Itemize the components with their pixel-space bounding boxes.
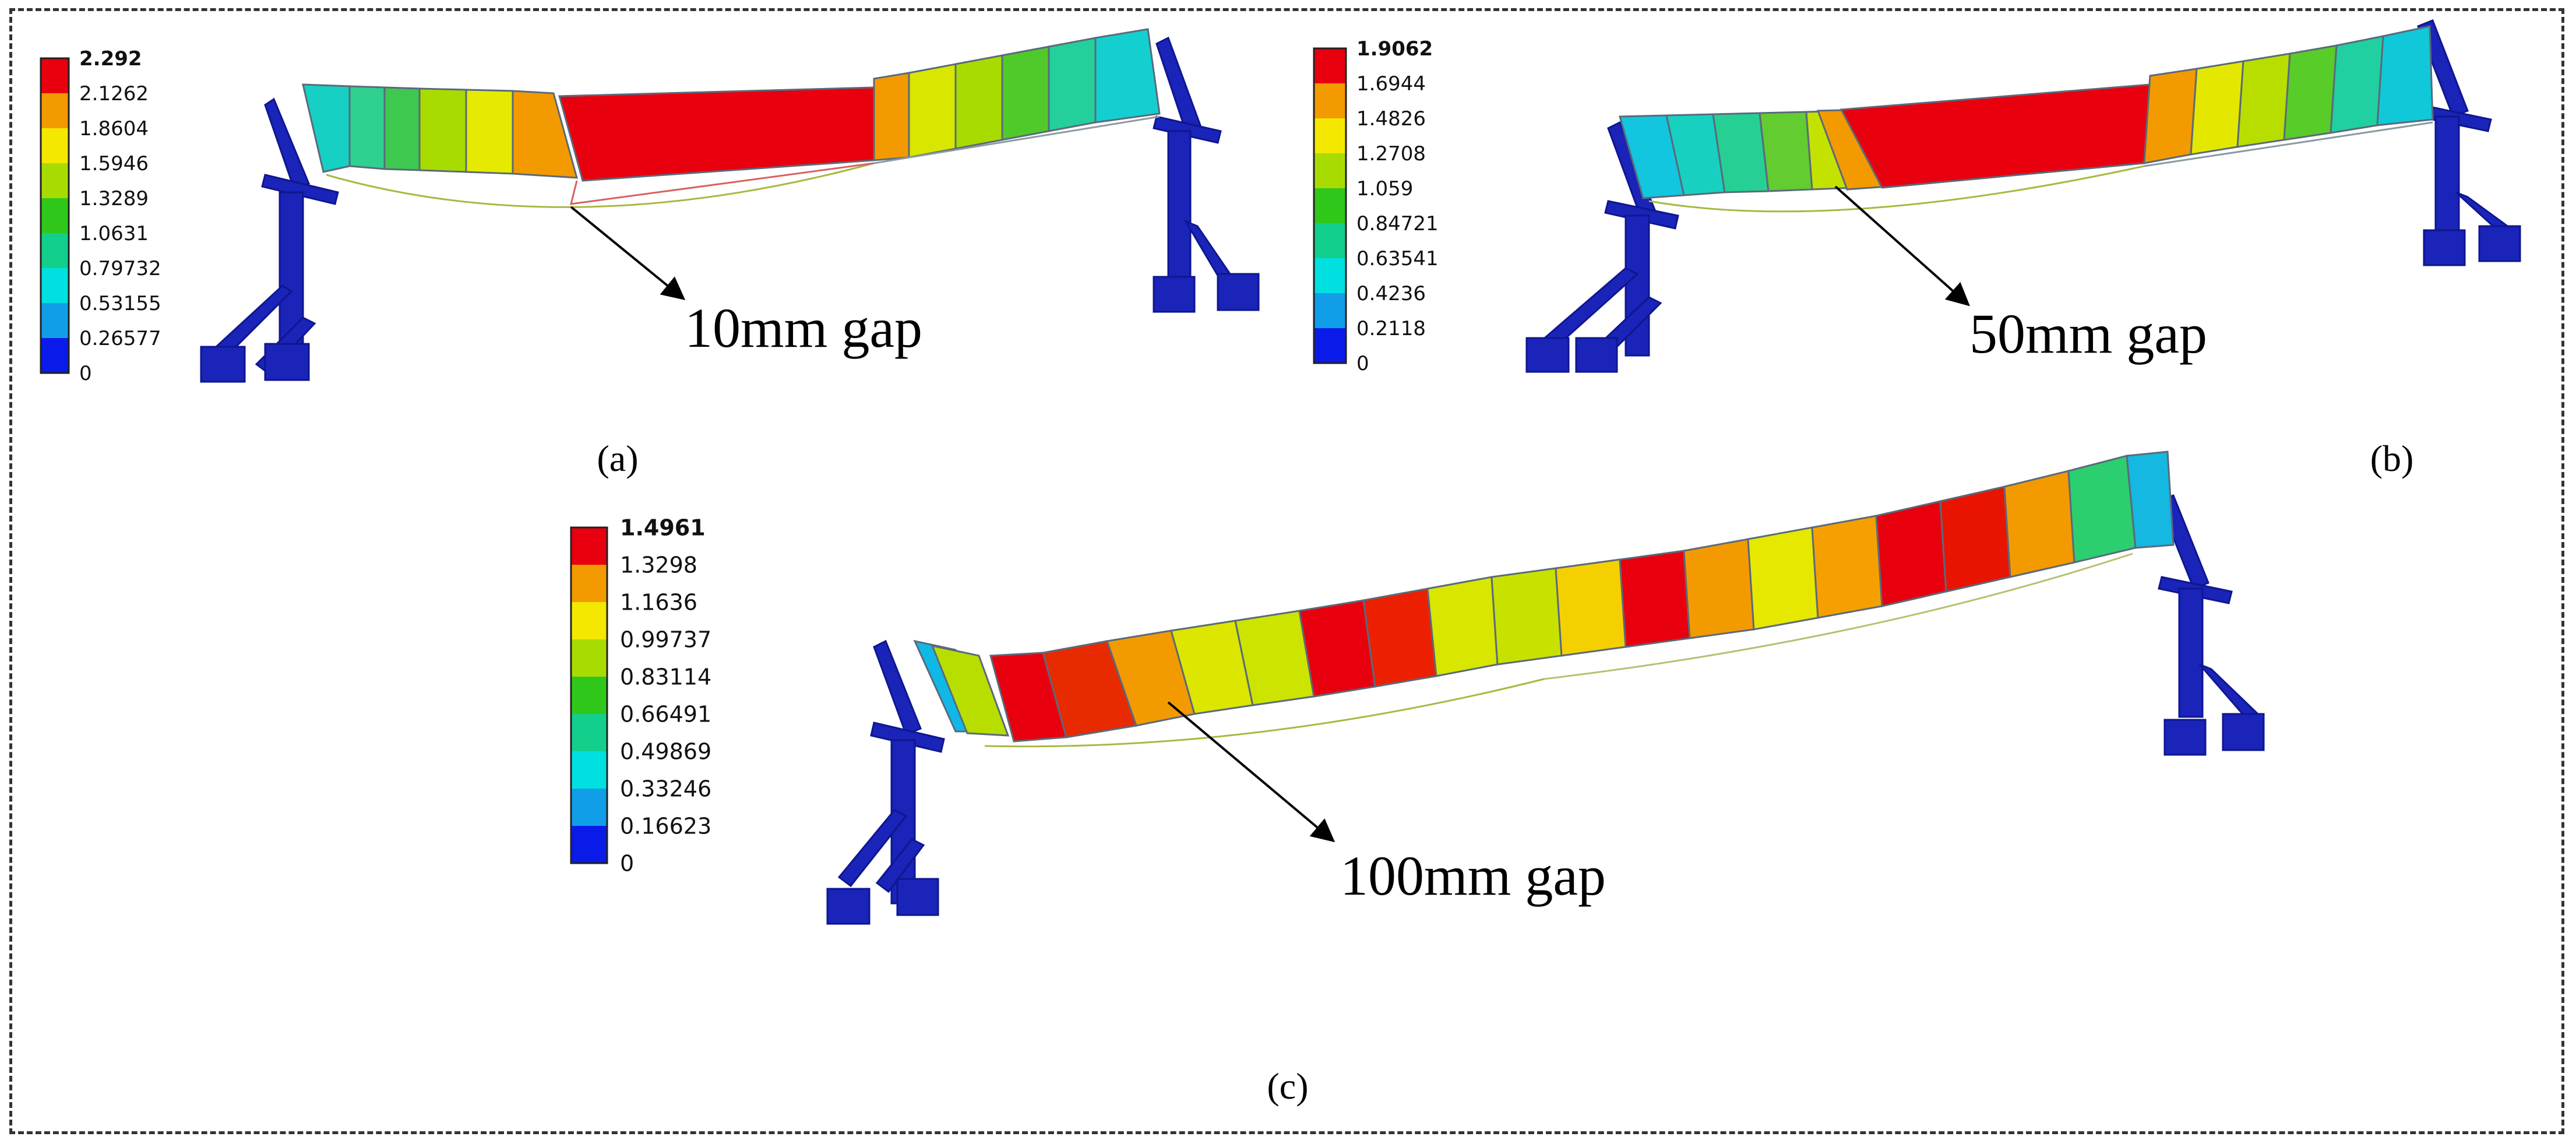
legend-value: 0 <box>620 850 634 876</box>
legend-swatch <box>41 128 69 163</box>
panel-a: 2.292 2.1262 1.8604 1.5946 1.3289 1.0631 0.797… <box>40 28 1260 479</box>
legend-swatch <box>1314 118 1346 153</box>
legend-border <box>570 526 608 864</box>
support-left-c <box>826 639 945 925</box>
truss-b <box>1648 121 2433 213</box>
legend-value: 1.8604 <box>79 117 149 140</box>
truss-c <box>984 553 2133 748</box>
legend-swatch <box>41 233 69 268</box>
legend-value: 0.33246 <box>620 776 711 801</box>
legend-value: 0.63541 <box>1356 247 1439 270</box>
legend-border <box>1313 47 1347 364</box>
legend-value: 1.059 <box>1356 177 1413 200</box>
legend-swatch <box>571 677 607 714</box>
legend-swatch <box>41 338 69 373</box>
legend-value: 1.4961 <box>620 515 706 540</box>
callout-label-b: 50mm gap <box>1969 302 2207 365</box>
legend-value: 0.16623 <box>620 813 711 839</box>
legend-value: 0.49869 <box>620 738 711 764</box>
callout-arrow-a <box>570 206 686 301</box>
legend-value: 0.26577 <box>79 327 161 350</box>
legend-swatch <box>571 639 607 677</box>
figure-frame <box>9 8 2564 1134</box>
legend-value: 1.6944 <box>1356 72 1426 96</box>
legend-value: 0.66491 <box>620 701 711 727</box>
legend-swatch <box>1314 223 1346 258</box>
legend-swatch <box>1314 188 1346 223</box>
legend-swatch <box>1314 83 1346 118</box>
legend-value: 1.4826 <box>1356 107 1426 131</box>
support-right-c <box>2158 494 2265 756</box>
legend-swatch <box>1314 328 1346 363</box>
deck-b <box>1619 25 2434 199</box>
legend-value: 0.84721 <box>1356 212 1439 235</box>
legend-swatch <box>41 198 69 233</box>
callout-label-c: 100mm gap <box>1340 845 1606 907</box>
legend-swatch <box>41 93 69 128</box>
legend-b: 1.9062 1.6944 1.4826 1.2708 1.059 0.84721 0.63… <box>1313 37 1439 375</box>
callout-arrow-b <box>1834 185 1970 307</box>
legend-swatch <box>1314 153 1346 188</box>
legend-value: 0.83114 <box>620 664 711 689</box>
legend-value: 0.99737 <box>620 627 711 652</box>
legend-border <box>40 57 70 374</box>
legend-c: 1.4961 1.3298 1.1636 0.99737 0.83114 0.66491 0… <box>570 515 711 876</box>
legend-swatch <box>571 826 607 863</box>
legend-value: 0.2118 <box>1356 317 1426 340</box>
legend-swatch <box>571 565 607 602</box>
support-right-a <box>1153 36 1260 313</box>
deck-a <box>302 28 1161 182</box>
legend-value: 0 <box>1356 352 1369 375</box>
support-left-b <box>1525 121 1679 373</box>
legend-swatch <box>1314 48 1346 83</box>
legend-swatch <box>1314 293 1346 328</box>
legend-value: 0 <box>79 362 92 385</box>
legend-value: 1.9062 <box>1356 37 1433 61</box>
support-right-b <box>2417 19 2521 266</box>
panel-caption-b: (b) <box>2370 438 2414 479</box>
panel-b: 1.9062 1.6944 1.4826 1.2708 1.059 0.84721 0.63… <box>1313 19 2521 479</box>
legend-value: 0.53155 <box>79 292 161 315</box>
truss-a <box>326 115 1160 208</box>
legend-swatch <box>41 303 69 338</box>
callout-label-a: 10mm gap <box>685 297 922 359</box>
deck-c <box>913 451 2175 743</box>
panel-c: 1.4961 1.3298 1.1636 0.99737 0.83114 0.66491 0… <box>570 451 2265 1107</box>
legend-swatch <box>571 602 607 639</box>
legend-value: 1.5946 <box>79 152 149 175</box>
panel-caption-a: (a) <box>597 438 638 479</box>
legend-value: 1.1636 <box>620 589 697 615</box>
legend-value: 1.3298 <box>620 552 697 578</box>
support-left-a <box>200 97 339 383</box>
legend-swatch <box>571 751 607 789</box>
legend-swatch <box>571 527 607 565</box>
legend-value: 0.79732 <box>79 257 161 280</box>
legend-value: 1.3289 <box>79 187 149 210</box>
panel-caption-c: (c) <box>1267 1065 1308 1107</box>
legend-value: 1.2708 <box>1356 142 1426 166</box>
legend-swatch <box>1314 258 1346 293</box>
legend-value: 2.292 <box>79 47 142 71</box>
legend-swatch <box>571 789 607 826</box>
legend-swatch <box>41 268 69 303</box>
legend-value: 0.4236 <box>1356 282 1426 305</box>
legend-value: 2.1262 <box>79 82 149 105</box>
legend-value: 1.0631 <box>79 222 149 245</box>
legend-swatch <box>41 163 69 198</box>
legend-a: 2.292 2.1262 1.8604 1.5946 1.3289 1.0631 0.797… <box>40 47 161 385</box>
legend-swatch <box>571 714 607 751</box>
legend-swatch <box>41 58 69 93</box>
callout-arrow-c <box>1167 701 1335 843</box>
